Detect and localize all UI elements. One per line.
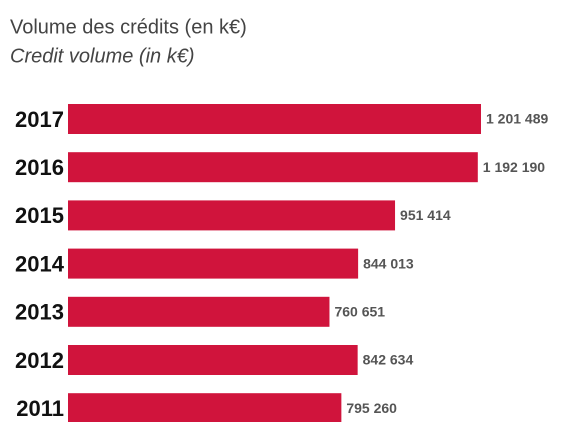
value-label: 760 651 (334, 304, 385, 320)
category-label: 2015 (15, 203, 64, 228)
bar (68, 248, 359, 279)
bar (68, 152, 478, 183)
chart-subtitle: Credit volume (in k€) (10, 45, 195, 67)
bar (68, 200, 396, 231)
value-label: 1 201 489 (486, 111, 548, 127)
bar (68, 296, 330, 327)
value-label: 1 192 190 (483, 159, 545, 175)
value-label: 842 634 (363, 352, 414, 368)
category-label: 2011 (16, 396, 64, 421)
value-label: 844 013 (363, 255, 414, 271)
category-label: 2016 (15, 155, 64, 180)
category-label: 2013 (15, 300, 64, 325)
category-label: 2012 (15, 348, 64, 373)
bar (68, 393, 342, 422)
chart-title: Volume des crédits (en k€) (10, 16, 247, 38)
category-label: 2014 (15, 251, 65, 276)
category-label: 2017 (15, 107, 64, 132)
value-label: 795 260 (346, 400, 397, 416)
value-label: 951 414 (400, 207, 451, 223)
bar (68, 345, 358, 375)
bar (68, 104, 481, 134)
